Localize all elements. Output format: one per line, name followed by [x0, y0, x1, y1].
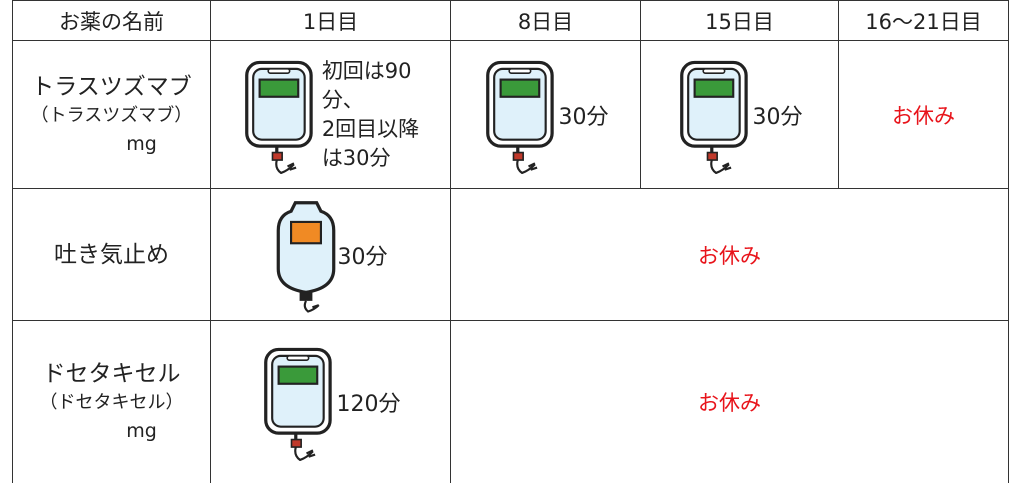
pump-icon: [242, 56, 318, 174]
drug-unit: mg: [126, 419, 157, 442]
day-cell: 初回は90 分、 2回目以降 は30分: [210, 40, 451, 189]
drug-name-line: ドセタキセル: [42, 360, 181, 387]
drug-name: トラスツズマブ （トラスツズマブ） mg: [12, 40, 211, 189]
row: 吐き気止め 30分 お休み: [12, 188, 1009, 321]
row: トラスツズマブ （トラスツズマブ） mg 初回は90 分、 2回目以降 は30分…: [12, 40, 1009, 189]
drug-name-sub: （ドセタキセル）: [39, 391, 184, 413]
drug-name: ドセタキセル （ドセタキセル） mg: [12, 320, 211, 483]
text-line: 2回目以降: [321, 116, 420, 141]
drug-unit: mg: [126, 132, 157, 155]
pump-icon: [677, 56, 753, 174]
drug-name: 吐き気止め: [12, 188, 211, 321]
day-cell: 30分: [450, 40, 641, 189]
pump-icon: [261, 343, 337, 461]
pump-icon: [483, 56, 559, 174]
duration-text: 30分: [558, 104, 609, 130]
rest-cell: お休み: [450, 320, 1009, 483]
day-cell: 30分: [210, 188, 451, 321]
schedule-table: お薬の名前 1日目 8日目 15日目 16〜21日目 トラスツズマブ （トラスツ…: [12, 0, 1009, 483]
text-line: は30分: [321, 145, 391, 170]
rest-cell: お休み: [450, 188, 1009, 321]
rest-cell: お休み: [838, 40, 1009, 189]
text-line: 分、: [321, 87, 364, 112]
header-cell: 1日目: [210, 0, 451, 41]
header-cell: 15日目: [640, 0, 839, 41]
bag-icon: [274, 196, 338, 314]
day-cell: 30分: [640, 40, 839, 189]
drug-name-line: 吐き気止め: [54, 241, 169, 268]
drug-name-line: トラスツズマブ: [31, 73, 192, 100]
header-cell: 16〜21日目: [838, 0, 1009, 41]
drug-name-sub: （トラスツズマブ）: [30, 104, 193, 126]
text-line: 初回は90: [321, 58, 412, 83]
header-row: お薬の名前 1日目 8日目 15日目 16〜21日目: [12, 0, 1009, 41]
duration-text: 30分: [752, 104, 803, 130]
row: ドセタキセル （ドセタキセル） mg 120分 お休み: [12, 320, 1009, 483]
header-cell: お薬の名前: [12, 0, 211, 41]
header-cell: 8日目: [450, 0, 641, 41]
day-cell: 120分: [210, 320, 451, 483]
duration-text: 30分: [337, 244, 388, 270]
duration-text: 120分: [336, 391, 401, 417]
duration-text: 初回は90 分、 2回目以降 は30分: [322, 57, 419, 173]
